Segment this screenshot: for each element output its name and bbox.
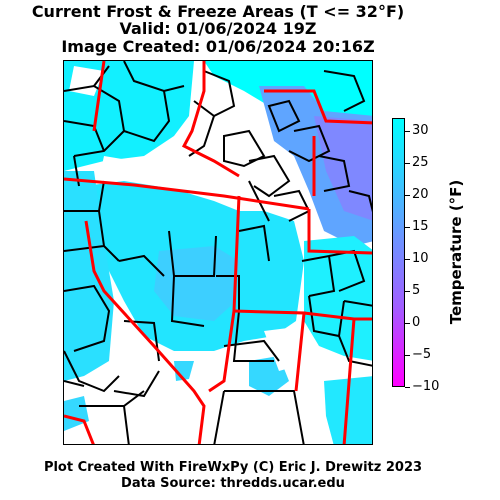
map-canvas [64,61,372,444]
colorbar-tick-label: 10 [412,251,429,266]
map-title: Current Frost & Freeze Areas (T <= 32°F) [31,2,405,21]
state-boundaries [64,61,372,444]
colorbar-tick [405,227,410,228]
colorbar-tick [405,355,410,356]
colorbar-tick [405,387,410,388]
state-border-nv-ut [208,195,241,393]
state-border-id-mt [181,61,206,153]
frost-freeze-map [63,60,373,445]
freeze-area-northeast-coldest [314,116,372,221]
colorbar-tick-label: 25 [412,155,429,170]
temperature-colorbar [392,118,405,387]
colorbar-label: Temperature (°F) [447,179,465,325]
colorbar-tick-label: 5 [412,283,421,298]
colorbar-tick [405,195,410,196]
freeze-patch-3 [64,396,89,431]
valid-time: Valid: 01/06/2024 19Z [119,19,317,38]
colorbar-tick-label: −5 [412,347,432,362]
state-border-south [64,414,95,444]
image-created-time: Image Created: 01/06/2024 20:16Z [61,37,375,56]
state-border-id-mt-2 [193,149,240,178]
data-source-line: Data Source: thredds.ucar.edu [121,476,345,491]
warm-gap-1 [99,156,134,181]
state-border-az-nm [342,318,356,444]
state-border-ca-nv [84,220,206,444]
state-border-wa-or [92,61,106,132]
colorbar-tick [405,323,410,324]
colorbar-tick-label: 30 [412,123,429,138]
colorbar-tick-label: −10 [412,379,440,394]
freeze-area-central-cold [154,246,239,321]
colorbar-tick [405,131,410,132]
colorbar-tick [405,291,410,292]
warm-gap-2 [189,171,224,196]
state-border-id-wy [307,209,372,255]
state-border-or-nv-id [64,177,310,211]
colorbar-tick-label: 0 [412,315,421,330]
colorbar-tick [405,259,410,260]
colorbar-tick-label: 15 [412,219,429,234]
state-border-mt-north [264,89,372,125]
colorbar-tick [405,163,410,164]
freeze-area-southeast [304,236,372,361]
credit-line: Plot Created With FireWxPy (C) Eric J. D… [43,460,423,475]
colorbar-tick-label: 20 [412,187,429,202]
